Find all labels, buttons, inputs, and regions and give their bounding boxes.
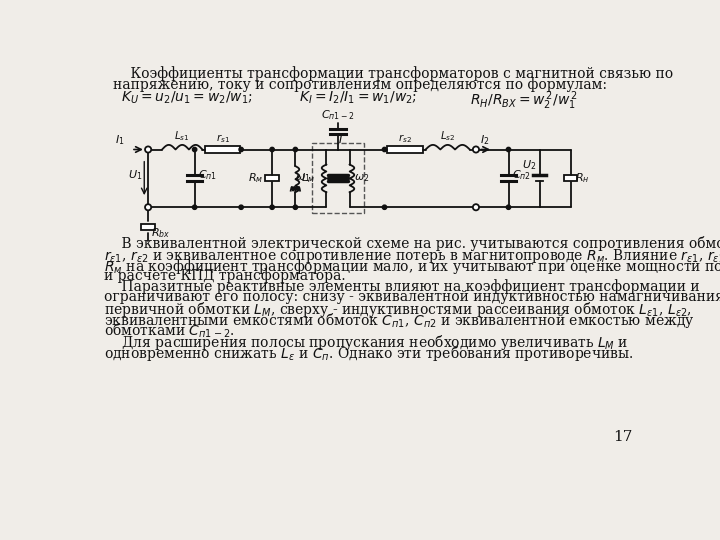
Text: $L_{s1}$: $L_{s1}$: [174, 130, 190, 143]
Text: Коэффициенты трансформации трансформаторов с магнитной связью по: Коэффициенты трансформации трансформатор…: [113, 66, 673, 81]
Text: $I_2$: $I_2$: [480, 133, 490, 147]
Text: $U_2$: $U_2$: [522, 158, 536, 172]
Text: $R_H/R_{BX}=w_2^{\,2}/w_1^{\,2}$: $R_H/R_{BX}=w_2^{\,2}/w_1^{\,2}$: [469, 90, 577, 112]
Circle shape: [506, 205, 510, 210]
Text: $C_{п2}$: $C_{п2}$: [512, 168, 531, 182]
Text: $K_U=u_2/u_1=w_2/w_1$;: $K_U=u_2/u_1=w_2/w_1$;: [121, 90, 253, 106]
Text: $L_м$: $L_м$: [301, 172, 315, 185]
Circle shape: [382, 205, 387, 210]
Circle shape: [192, 147, 197, 152]
Circle shape: [473, 204, 479, 210]
Bar: [205, 146, 240, 153]
Text: $\omega_2$: $\omega_2$: [354, 172, 369, 184]
Circle shape: [192, 205, 197, 210]
Circle shape: [239, 147, 243, 152]
Text: эквивалентными емкостями обмоток $C_{п1}$, $C_{п2}$ и эквивалентной емкостью меж: эквивалентными емкостями обмоток $C_{п1}…: [104, 311, 695, 330]
Circle shape: [270, 205, 274, 210]
Text: $\omega_1$: $\omega_1$: [295, 172, 311, 184]
Text: $T$: $T$: [336, 133, 346, 146]
Text: $K_I=I_2/I_1=w_1/w_2$;: $K_I=I_2/I_1=w_1/w_2$;: [300, 90, 418, 106]
Text: напряжению, току и сопротивлениям определяются по формулам:: напряжению, току и сопротивлениям опреде…: [113, 77, 607, 92]
Text: $R_м$: $R_м$: [248, 172, 263, 185]
Text: В эквивалентной электрической схеме на рис. учитываются сопротивления обмоток: В эквивалентной электрической схеме на р…: [104, 236, 720, 251]
Text: Для расширения полосы пропускания необходимо увеличивать $L_M$ и: Для расширения полосы пропускания необхо…: [104, 333, 629, 352]
Text: $r_{s2}$: $r_{s2}$: [398, 132, 412, 145]
Text: $C_{п1-2}$: $C_{п1-2}$: [321, 108, 355, 122]
Text: $r_{s1}$: $r_{s1}$: [216, 132, 230, 145]
Circle shape: [506, 147, 510, 152]
Bar: [564, 176, 577, 181]
Circle shape: [145, 146, 151, 153]
Text: $I_1$: $I_1$: [115, 133, 125, 147]
Text: $R_н$: $R_н$: [575, 172, 590, 185]
Circle shape: [270, 147, 274, 152]
Text: и расчете КПД трансформатора.: и расчете КПД трансформатора.: [104, 268, 346, 283]
Circle shape: [145, 204, 151, 210]
Text: Паразитные реактивные элементы влияют на коэффициент трансформации и: Паразитные реактивные элементы влияют на…: [104, 279, 700, 294]
Bar: [312, 143, 364, 213]
Text: $R_{bx}$: $R_{bx}$: [151, 227, 171, 240]
Text: $L_{s2}$: $L_{s2}$: [440, 130, 455, 143]
Text: 17: 17: [613, 430, 632, 444]
Text: $C_{п1}$: $C_{п1}$: [198, 168, 217, 182]
Circle shape: [382, 147, 387, 152]
Circle shape: [293, 205, 297, 210]
Text: $U_1$: $U_1$: [127, 168, 142, 182]
Circle shape: [293, 147, 297, 152]
Text: первичной обмотки $L_M$, сверху - индуктивностями рассеивания обмоток $L_{\varep: первичной обмотки $L_M$, сверху - индукт…: [104, 300, 692, 320]
Bar: [387, 146, 423, 153]
Bar: [265, 176, 279, 181]
Text: $R_м$ на коэффициент трансформации мало, и их учитывают при оценке мощности поте: $R_м$ на коэффициент трансформации мало,…: [104, 257, 720, 276]
Text: одновременно снижать $L_\varepsilon$ и $C_п$. Однако эти требования противоречив: одновременно снижать $L_\varepsilon$ и $…: [104, 343, 634, 362]
Circle shape: [473, 146, 479, 153]
Circle shape: [239, 205, 243, 210]
Text: ограничивают его полосу: снизу - эквивалентной индуктивностью намагничивания: ограничивают его полосу: снизу - эквивал…: [104, 289, 720, 303]
Text: обмотками $C_{п1-2}$.: обмотками $C_{п1-2}$.: [104, 322, 235, 340]
Text: $r_{\varepsilon1}$, $r_{\varepsilon2}$ и эквивалентное сопротивление потерь в ма: $r_{\varepsilon1}$, $r_{\varepsilon2}$ и…: [104, 247, 720, 265]
Bar: [141, 224, 155, 231]
